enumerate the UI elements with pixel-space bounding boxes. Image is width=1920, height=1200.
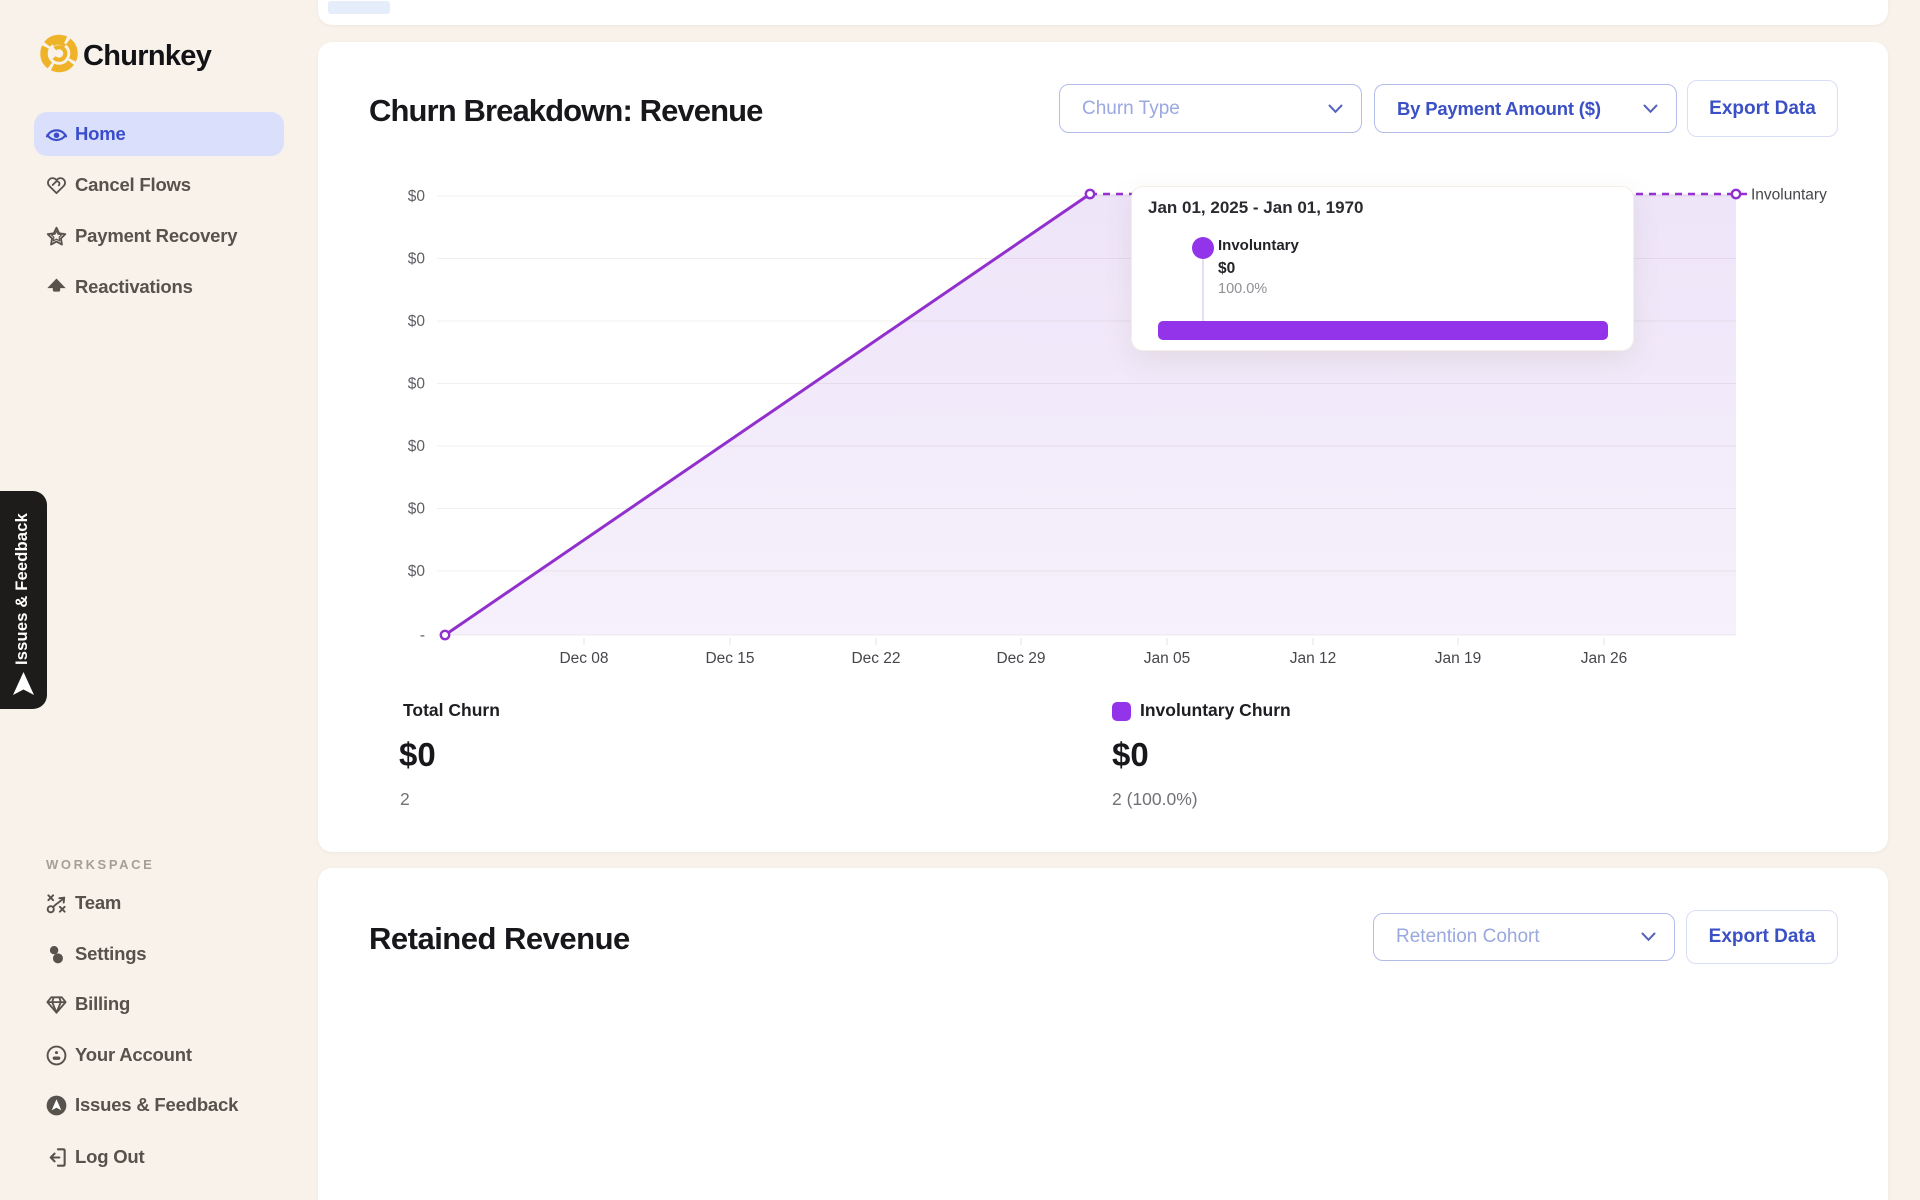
svg-text:Dec 15: Dec 15 <box>705 650 754 667</box>
svg-text:Jan 12: Jan 12 <box>1290 650 1337 667</box>
svg-text:Dec 22: Dec 22 <box>851 650 900 667</box>
svg-text:Dec 29: Dec 29 <box>996 650 1045 667</box>
svg-text:$0: $0 <box>408 251 426 268</box>
svg-text:$0: $0 <box>408 563 426 580</box>
svg-text:$0: $0 <box>408 501 426 518</box>
svg-text:$0: $0 <box>408 438 426 455</box>
svg-text:$0: $0 <box>408 188 426 205</box>
svg-text:$0: $0 <box>408 313 426 330</box>
svg-text:-: - <box>420 627 425 644</box>
svg-text:$0: $0 <box>408 376 426 393</box>
svg-text:Involuntary: Involuntary <box>1751 187 1827 204</box>
svg-text:Dec 08: Dec 08 <box>559 650 608 667</box>
svg-text:Jan 19: Jan 19 <box>1435 650 1482 667</box>
svg-text:Jan 05: Jan 05 <box>1144 650 1191 667</box>
svg-text:Jan 26: Jan 26 <box>1581 650 1628 667</box>
